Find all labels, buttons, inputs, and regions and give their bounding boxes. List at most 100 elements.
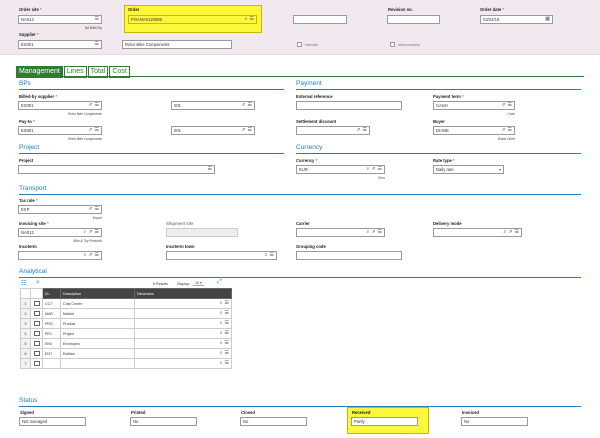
rate-type-select[interactable]: Daily rate ▾ [433,165,504,174]
list-icon[interactable]: ☰ [224,350,229,356]
order-site-field[interactable]: NA012 ☰ [18,15,102,24]
carrier-field[interactable]: ⌕ ⇗ ☰ [296,228,385,237]
search-icon[interactable]: ⌕ [83,252,87,258]
tab-cost[interactable]: Cost [109,66,130,78]
list-icon[interactable]: ☰ [224,310,229,316]
row-menu-icon[interactable] [30,308,43,319]
link-icon[interactable]: ⇗ [371,166,376,172]
list-icon[interactable]: ☰ [94,16,99,22]
link-icon[interactable]: ⇗ [508,229,513,235]
chevron-down-icon[interactable]: ▾ [200,281,202,285]
list-icon[interactable]: ☰ [247,127,252,133]
cell-dimension[interactable]: ⌕ ☰ [134,318,232,329]
tab-management[interactable]: Management [16,66,63,78]
table-row[interactable]: 7 ⌕ ☰ [20,358,232,369]
link-icon[interactable]: ⇗ [356,127,361,133]
cell-dimension[interactable]: ⌕ ☰ [134,358,232,369]
list-icon[interactable]: ☰ [514,229,519,235]
search-icon[interactable]: ⌕ [219,350,223,356]
search-icon[interactable]: ⌕ [83,229,87,235]
pay-to-field[interactable]: ES001 ⇗ ☰ [18,126,102,135]
list-icon[interactable]: ☰ [224,300,229,306]
link-icon[interactable]: ⇗ [371,229,376,235]
invoicing-site-field[interactable]: NA012 ⌕ ⇗ ☰ [18,228,102,237]
search-icon[interactable]: ⌕ [219,320,223,326]
table-row[interactable]: 1 CCT Cost Center ⌕ ☰ [20,298,232,309]
search-icon[interactable]: ⌕ [366,166,370,172]
cell-dimension[interactable]: ⌕ ☰ [134,338,232,349]
list-icon[interactable]: ☰ [94,229,99,235]
currency-field[interactable]: EUR ⌕ ⇗ ☰ [296,165,385,174]
link-icon[interactable]: ⇗ [88,229,93,235]
intersite-checkbox[interactable]: Intersite [297,42,318,47]
row-menu-icon[interactable] [30,348,43,359]
project-field[interactable]: ☰ [18,165,215,174]
list-icon[interactable]: ☰ [507,127,512,133]
link-icon[interactable]: ⇗ [501,102,506,108]
link-icon[interactable]: ⇗ [88,102,93,108]
list-icon[interactable]: ☰ [94,41,99,47]
link-icon[interactable]: ⇗ [241,127,246,133]
search-icon[interactable]: ⌕ [244,16,248,22]
cell-dimension[interactable]: ⌕ ☰ [134,298,232,309]
link-icon[interactable]: ⇗ [88,206,93,212]
calendar-icon[interactable]: ▦ [545,16,550,22]
list-icon[interactable]: ☰ [224,360,229,366]
cell-dimension[interactable]: ⌕ ☰ [134,308,232,319]
cell-dimension[interactable]: ⌕ ☰ [134,348,232,359]
list-view-icon[interactable]: ☷ [21,281,27,287]
billed-by-field[interactable]: ES001 ⇗ ☰ [18,101,102,110]
supplier-field[interactable]: ES001 ☰ [18,40,102,49]
link-icon[interactable]: ⇗ [241,102,246,108]
incoterm-town-field[interactable]: ⌕ ☰ [166,251,277,260]
incoterm-field[interactable]: ⌕ ⇗ ☰ [18,251,102,260]
link-icon[interactable]: ⇗ [88,252,93,258]
row-menu-icon[interactable] [30,358,43,369]
search-icon[interactable]: ⌕ [503,229,507,235]
grouping-code-field[interactable] [296,251,402,260]
table-row[interactable]: 3 PRO Product ⌕ ☰ [20,318,232,329]
search-icon[interactable]: ⌕ [219,310,223,316]
intercompany-checkbox[interactable]: Intercompany [390,42,420,47]
cell-dimension[interactable]: ⌕ ☰ [134,328,232,339]
display-select[interactable]: 10 ▾ [193,281,204,286]
list-icon[interactable]: ☰ [269,252,274,258]
order-field[interactable]: POANA0120086 ⌕ ☰ [128,15,257,24]
revision-field[interactable] [387,15,440,24]
pay-to-address-field[interactable]: 001 ⇗ ☰ [171,126,255,135]
search-icon[interactable]: ⌕ [219,360,223,366]
blank-header-field[interactable] [293,15,347,24]
checkbox-box[interactable] [297,42,302,47]
row-menu-icon[interactable] [30,318,43,329]
search-icon[interactable]: ⌕ [366,229,370,235]
list-icon[interactable]: ☰ [207,166,212,172]
search-icon[interactable]: ⌕ [219,340,223,346]
column-header-code[interactable]: Di... [42,288,61,299]
external-ref-field[interactable] [296,101,402,110]
link-icon[interactable]: ⇗ [88,127,93,133]
list-icon[interactable]: ☰ [249,16,254,22]
column-header-description[interactable]: Description [60,288,135,299]
list-icon[interactable]: ☰ [507,102,512,108]
expand-icon[interactable]: ⤢ [217,279,222,285]
table-row[interactable]: 6 ENT Entities ⌕ ☰ [20,348,232,359]
table-row[interactable]: 5 ENV Envelopes ⌕ ☰ [20,338,232,349]
chevron-down-icon[interactable]: ▾ [498,167,501,172]
payment-term-field[interactable]: CASH ⇗ ☰ [433,101,515,110]
table-row[interactable]: 4 PRJ Project ⌕ ☰ [20,328,232,339]
list-icon[interactable]: ☰ [94,206,99,212]
search-icon[interactable]: ⌕ [36,279,40,286]
column-header-dimension[interactable]: Dimension [134,288,232,299]
search-icon[interactable]: ⌕ [219,330,223,336]
row-menu-icon[interactable] [30,298,43,309]
list-icon[interactable]: ☰ [224,340,229,346]
list-icon[interactable]: ☰ [377,229,382,235]
link-icon[interactable]: ⇗ [501,127,506,133]
delivery-mode-field[interactable]: ⌕ ⇗ ☰ [433,228,522,237]
list-icon[interactable]: ☰ [94,252,99,258]
list-icon[interactable]: ☰ [377,166,382,172]
tax-rule-field[interactable]: EXP ⇗ ☰ [18,205,102,214]
tab-total[interactable]: Total [87,66,109,78]
settlement-field[interactable]: ⇗ ☰ [296,126,370,135]
list-icon[interactable]: ☰ [94,102,99,108]
